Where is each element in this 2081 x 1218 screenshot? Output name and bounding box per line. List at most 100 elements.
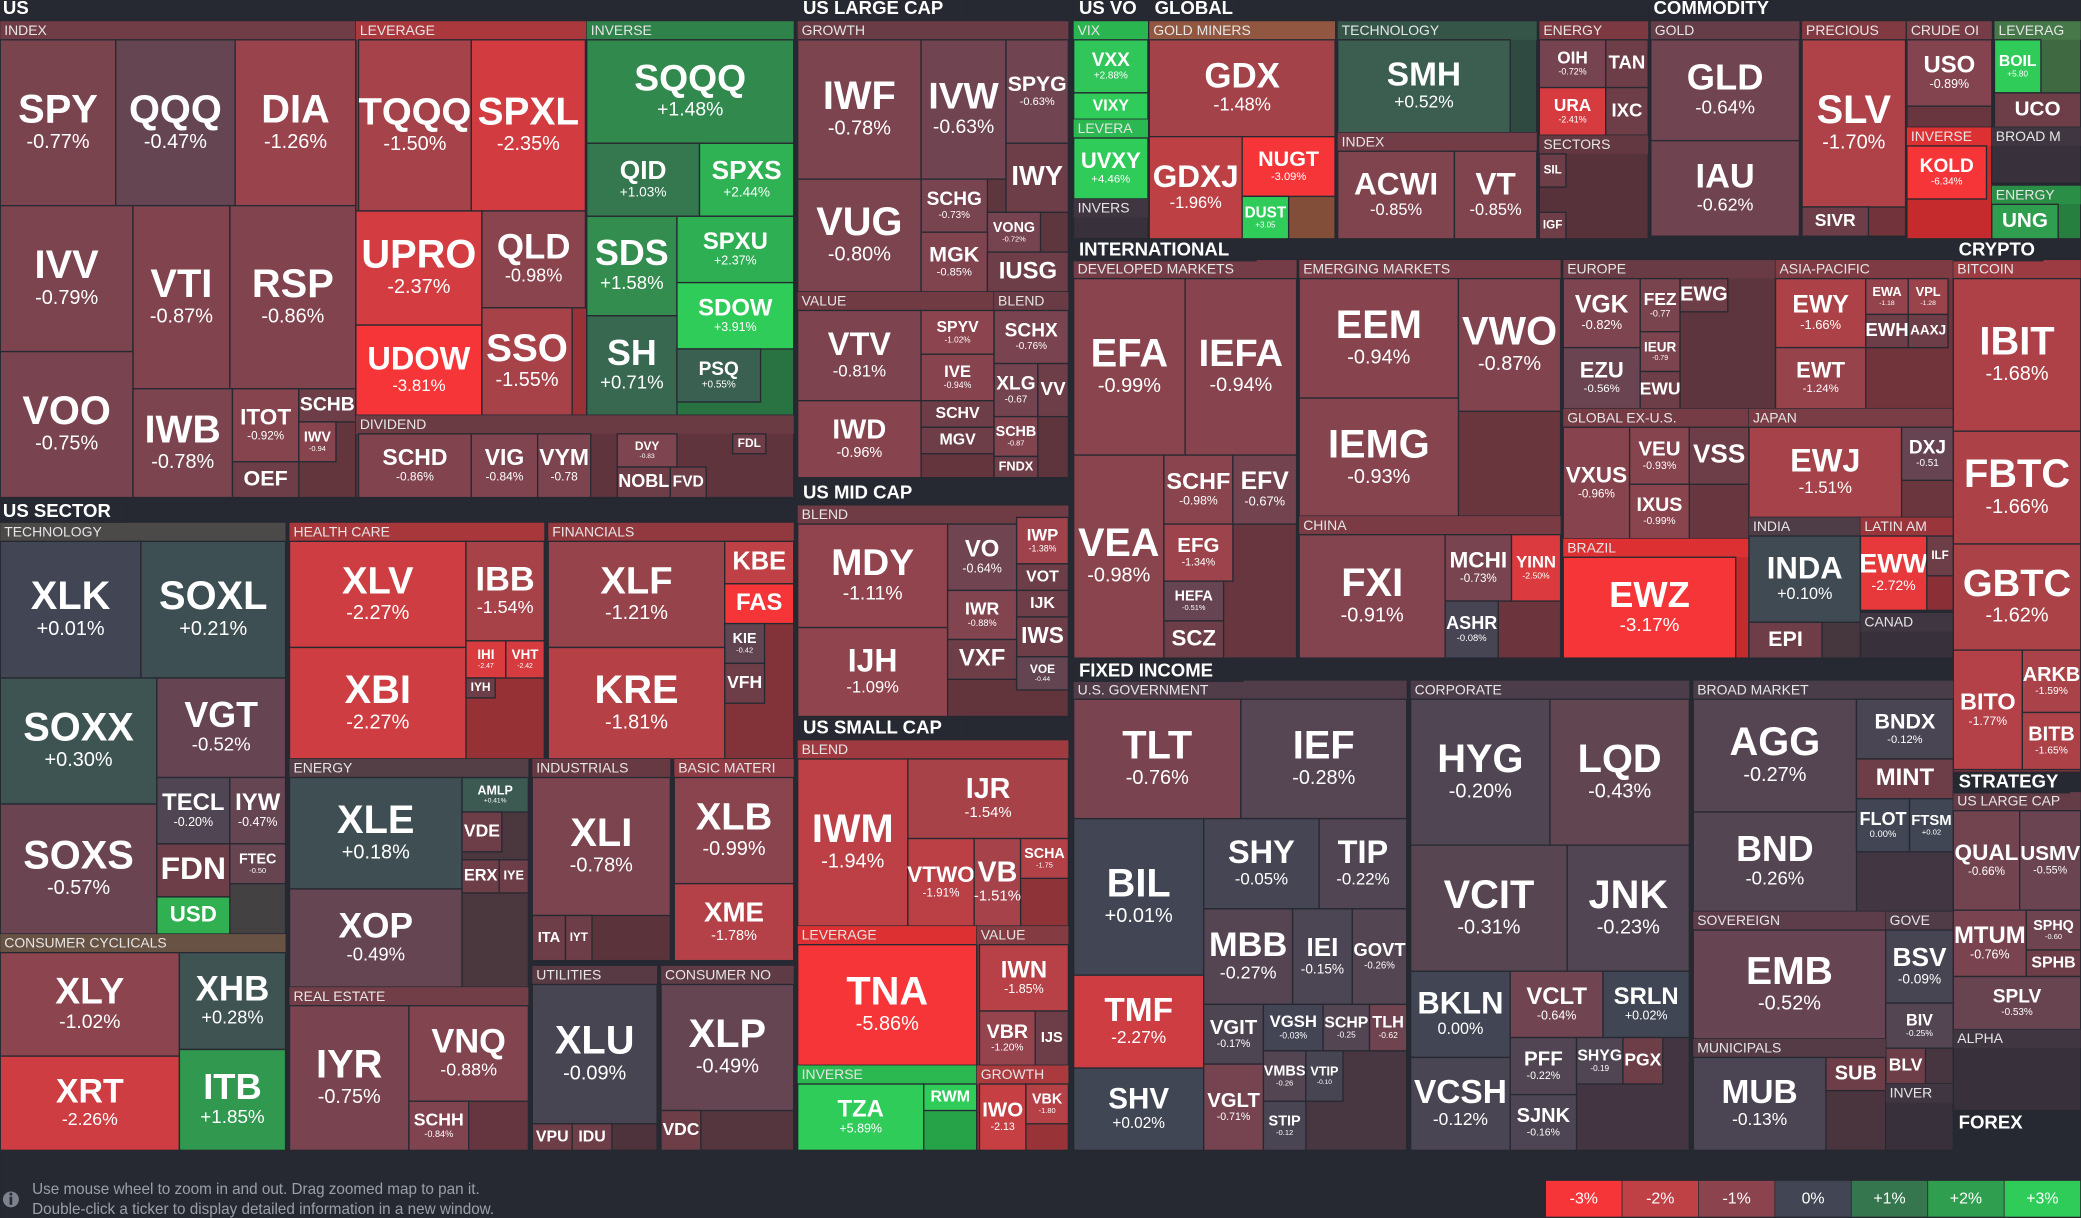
tile[interactable] xyxy=(1203,908,1294,1006)
ticker[interactable]: XLU xyxy=(555,1019,635,1063)
ticker[interactable]: IGF xyxy=(1543,219,1562,232)
tile[interactable] xyxy=(797,400,922,479)
ticker[interactable]: TAN xyxy=(1609,52,1646,73)
tile[interactable] xyxy=(1073,817,1205,976)
ticker[interactable]: BSV xyxy=(1892,942,1946,972)
tile[interactable] xyxy=(1410,698,1551,846)
tile[interactable] xyxy=(1410,970,1511,1059)
ticker[interactable]: VV xyxy=(1041,378,1067,399)
tile[interactable] xyxy=(669,466,707,499)
tile[interactable] xyxy=(1073,39,1149,94)
ticker[interactable]: BOIL xyxy=(1999,53,2037,70)
tile[interactable] xyxy=(536,433,592,499)
ticker[interactable]: XLE xyxy=(337,798,414,842)
ticker[interactable]: XRT xyxy=(56,1073,124,1111)
ticker[interactable]: SHY xyxy=(1228,834,1295,870)
tile[interactable] xyxy=(1855,758,1954,800)
ticker[interactable]: VGIT xyxy=(1210,1017,1258,1039)
tile[interactable] xyxy=(616,466,671,499)
tile[interactable] xyxy=(993,309,1070,365)
tile[interactable] xyxy=(231,461,300,499)
ticker[interactable]: FAS xyxy=(736,589,782,616)
tile[interactable] xyxy=(1692,698,1858,813)
ticker[interactable]: IEMG xyxy=(1328,422,1430,466)
tile[interactable] xyxy=(505,640,545,679)
tile[interactable] xyxy=(470,433,539,499)
ticker[interactable]: SCHF xyxy=(1166,468,1230,494)
tile[interactable] xyxy=(1865,313,1909,349)
ticker[interactable]: IWP xyxy=(1027,525,1059,544)
ticker[interactable]: BNDX xyxy=(1874,710,1936,734)
ticker[interactable]: EWU xyxy=(1640,379,1681,399)
tile[interactable] xyxy=(132,388,234,499)
tile[interactable] xyxy=(724,540,795,585)
tile[interactable] xyxy=(1163,580,1225,622)
tile[interactable] xyxy=(676,348,762,403)
tile[interactable] xyxy=(1907,313,1949,349)
ticker[interactable]: XLY xyxy=(55,970,124,1012)
ticker[interactable]: IEUR xyxy=(1644,339,1677,354)
tile[interactable] xyxy=(1748,535,1862,623)
tile[interactable] xyxy=(920,353,995,402)
tile[interactable] xyxy=(1073,1067,1205,1151)
ticker[interactable]: USO xyxy=(1923,51,1975,78)
tile[interactable] xyxy=(465,540,545,642)
tile[interactable] xyxy=(660,983,795,1112)
ticker[interactable]: SCHG xyxy=(927,189,982,210)
ticker[interactable]: IYR xyxy=(316,1043,382,1087)
ticker[interactable]: SRLN xyxy=(1614,983,1679,1010)
ticker[interactable]: VXX xyxy=(1092,50,1130,71)
ticker[interactable]: IWS xyxy=(1021,622,1064,648)
ticker[interactable]: KRE xyxy=(594,668,678,712)
tile[interactable] xyxy=(1650,139,1801,237)
tile[interactable] xyxy=(1368,1003,1408,1052)
tile[interactable] xyxy=(1692,811,1858,913)
tile[interactable] xyxy=(1034,1010,1070,1067)
tile[interactable] xyxy=(1801,206,1870,237)
tile[interactable] xyxy=(1692,1056,1827,1151)
ticker[interactable]: AGG xyxy=(1730,720,1821,764)
ticker[interactable]: FTEC xyxy=(239,851,276,867)
ticker[interactable]: VIG xyxy=(485,444,525,470)
ticker[interactable]: IVW xyxy=(928,75,999,117)
ticker[interactable]: IJR xyxy=(966,773,1011,805)
tile[interactable] xyxy=(1952,277,2081,432)
ticker[interactable]: VO xyxy=(965,536,1000,563)
ticker[interactable]: SPYV xyxy=(937,319,980,336)
tile[interactable] xyxy=(1774,277,1867,349)
tile[interactable] xyxy=(978,1083,1027,1151)
ticker[interactable]: IEI xyxy=(1306,932,1338,962)
tile[interactable] xyxy=(288,1005,410,1151)
ticker[interactable]: JNK xyxy=(1588,873,1668,917)
ticker[interactable]: VGK xyxy=(1575,292,1629,319)
ticker[interactable]: SJNK xyxy=(1517,1105,1571,1127)
ticker[interactable]: BLV xyxy=(1889,1055,1923,1075)
ticker[interactable]: IWM xyxy=(812,807,894,851)
tile[interactable] xyxy=(481,307,573,416)
ticker[interactable]: HEFA xyxy=(1175,589,1213,605)
tile[interactable] xyxy=(1444,534,1513,602)
ticker[interactable]: GDX xyxy=(1204,56,1280,95)
ticker[interactable]: DXJ xyxy=(1909,437,1946,458)
ticker[interactable]: VBR xyxy=(987,1021,1028,1043)
ticker[interactable]: IWF xyxy=(823,74,896,118)
ticker[interactable]: IEFA xyxy=(1199,333,1283,375)
tile[interactable] xyxy=(673,882,795,962)
ticker[interactable]: XLP xyxy=(689,1012,766,1056)
tile[interactable] xyxy=(298,421,337,463)
ticker[interactable]: VEU xyxy=(1638,437,1680,460)
ticker[interactable]: EWJ xyxy=(1790,443,1860,479)
tile[interactable] xyxy=(547,646,726,760)
ticker[interactable]: OEF xyxy=(244,466,288,490)
ticker[interactable]: SMH xyxy=(1387,57,1461,94)
ticker[interactable]: IAU xyxy=(1696,158,1755,196)
ticker[interactable]: PFF xyxy=(1524,1048,1563,1071)
ticker[interactable]: SIVR xyxy=(1815,210,1856,230)
ticker[interactable]: VBK xyxy=(1032,1092,1063,1108)
tile[interactable] xyxy=(408,1100,470,1151)
tile[interactable] xyxy=(1908,798,1955,853)
ticker[interactable]: QUAL xyxy=(1955,840,2019,865)
ticker[interactable]: EWG xyxy=(1680,283,1728,305)
ticker[interactable]: EWY xyxy=(1792,292,1849,319)
ticker[interactable]: MUB xyxy=(1722,1074,1798,1111)
